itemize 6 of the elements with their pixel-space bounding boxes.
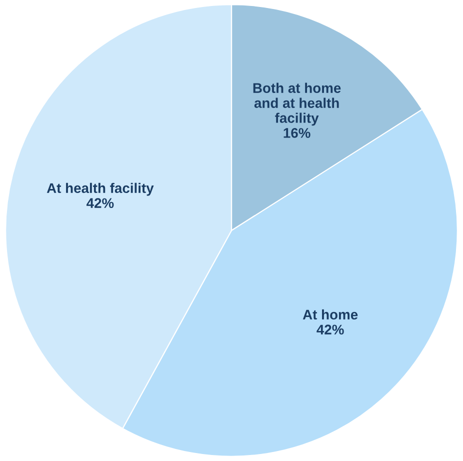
data-label: 42% [86, 198, 114, 208]
slice-label: Both at home and at health facility [253, 82, 341, 126]
data-label: 42% [316, 324, 344, 334]
data-label: 16% [284, 128, 310, 138]
slice-label: At health facility [46, 182, 154, 196]
slice-label: At home [302, 309, 358, 320]
